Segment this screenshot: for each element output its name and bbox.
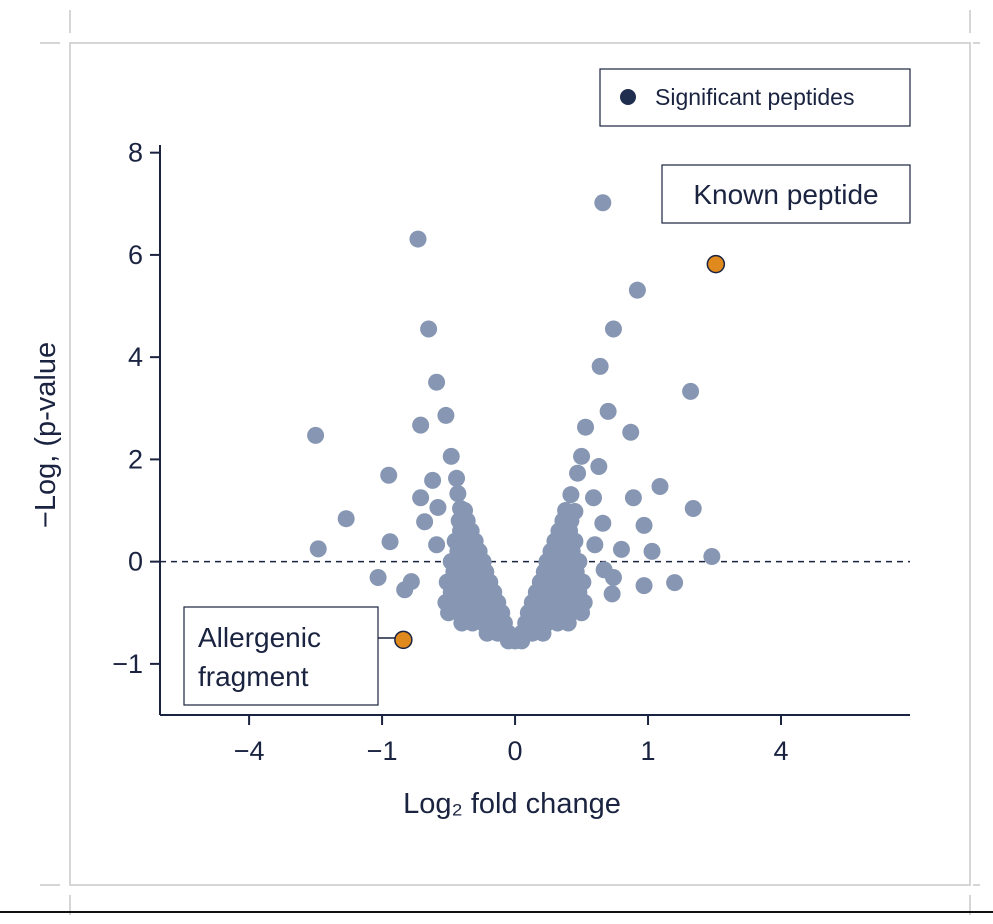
x-tick-label: −4 — [234, 736, 265, 766]
x-axis-title: Log₂ fold change — [403, 788, 621, 820]
y-tick-label: 8 — [128, 138, 143, 168]
data-point — [557, 502, 575, 520]
data-point — [337, 510, 355, 528]
legend-label: Significant peptides — [655, 84, 854, 110]
highlighted-point — [706, 254, 726, 274]
data-point — [562, 486, 580, 504]
x-tick-label: 4 — [773, 736, 788, 766]
data-point — [573, 447, 591, 465]
data-point — [635, 516, 653, 534]
data-point — [599, 402, 617, 420]
data-point — [424, 471, 442, 489]
data-point — [428, 373, 446, 391]
data-point — [628, 281, 646, 299]
allergenic-label-line1: Allergenic — [198, 622, 321, 653]
y-tick-label: 2 — [128, 444, 143, 474]
axes: 8 6 4 2 0 −1 −4 −1 0 1 4 — [112, 138, 910, 766]
data-point — [682, 382, 700, 400]
data-point — [622, 423, 640, 441]
allergenic-label-line2: fragment — [198, 661, 309, 692]
data-point — [684, 499, 702, 517]
x-tick-label: 1 — [641, 736, 656, 766]
data-point — [594, 514, 612, 532]
data-point — [437, 406, 455, 424]
data-point — [651, 477, 669, 495]
data-point — [585, 489, 603, 507]
data-point — [635, 577, 653, 595]
data-point — [591, 357, 609, 375]
data-point — [604, 320, 622, 338]
frame — [40, 10, 980, 915]
data-point — [577, 418, 595, 436]
data-point — [429, 498, 447, 516]
data-point — [456, 502, 474, 520]
data-point — [416, 513, 434, 531]
data-point — [612, 540, 630, 558]
known-peptide-label: Known peptide — [693, 179, 878, 210]
highlighted-point — [394, 630, 413, 650]
bottom-edge — [0, 911, 993, 913]
data-point — [604, 568, 622, 586]
data-point — [412, 489, 430, 507]
data-point — [643, 542, 661, 560]
data-point — [603, 585, 621, 603]
y-axis-title: −Log, (p-value — [30, 342, 62, 528]
data-point — [703, 548, 721, 566]
data-point — [412, 416, 430, 434]
legend: Significant peptides — [599, 68, 911, 127]
y-tick-label: −1 — [112, 649, 143, 679]
data-point — [396, 581, 414, 599]
data-point — [409, 230, 427, 248]
data-point — [420, 320, 438, 338]
data-point — [380, 466, 398, 484]
highlight-layer — [394, 254, 726, 650]
data-point — [442, 447, 460, 465]
data-point — [569, 464, 587, 482]
y-tick-label: 4 — [128, 342, 143, 372]
y-tick-label: 0 — [128, 547, 143, 577]
data-point — [307, 426, 325, 444]
data-point — [666, 574, 684, 592]
legend-marker — [620, 89, 636, 105]
data-point — [309, 540, 327, 558]
data-point — [590, 458, 608, 476]
x-tick-label: −1 — [367, 736, 398, 766]
data-point — [369, 568, 387, 586]
data-point — [624, 489, 642, 507]
data-point — [586, 536, 604, 554]
data-point — [448, 469, 466, 487]
data-point — [594, 194, 612, 212]
x-tick-label: 0 — [508, 736, 523, 766]
allergenic-fragment-annotation: Allergenic fragment — [183, 606, 395, 706]
points-layer — [307, 194, 721, 650]
y-tick-label: 6 — [128, 240, 143, 270]
data-point — [381, 533, 399, 551]
data-point — [428, 536, 446, 554]
known-peptide-annotation: Known peptide — [661, 164, 911, 224]
data-point — [449, 485, 467, 503]
